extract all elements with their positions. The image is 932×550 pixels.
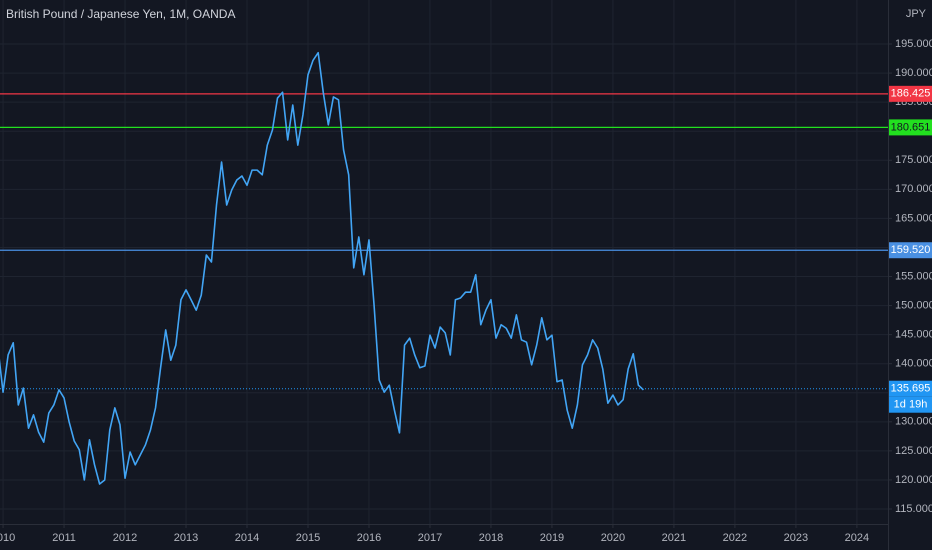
- x-tick-label: 2024: [845, 532, 869, 544]
- x-tick-label: 2019: [540, 532, 564, 544]
- plot-area: [0, 51, 888, 485]
- x-tick-label: 2011: [52, 532, 76, 544]
- axes: 115.000120.000125.000130.000135.000140.0…: [0, 38, 932, 544]
- x-tick-label: 2012: [113, 532, 137, 544]
- level-label: 186.425: [891, 88, 931, 100]
- y-tick-label: 145.000: [895, 329, 932, 341]
- x-tick-label: 2015: [296, 532, 320, 544]
- chart-title: British Pound / Japanese Yen, 1M, OANDA: [6, 7, 235, 21]
- x-tick-label: 2017: [418, 532, 442, 544]
- y-tick-label: 140.000: [895, 358, 932, 370]
- x-tick-label: 2010: [0, 532, 15, 544]
- level-label-box: [889, 119, 932, 136]
- x-tick-label: 2016: [357, 532, 381, 544]
- x-tick-label: 2018: [479, 532, 503, 544]
- y-tick-label: 125.000: [895, 445, 932, 457]
- last-price-box: [889, 380, 932, 397]
- x-tick-label: 2023: [784, 532, 808, 544]
- y-tick-label: 150.000: [895, 299, 932, 311]
- y-tick-label: 170.000: [895, 183, 932, 195]
- last-price-label: 135.695: [891, 383, 931, 395]
- x-tick-label: 2013: [174, 532, 198, 544]
- countdown-label: 1d 19h: [894, 399, 928, 411]
- x-tick-label: 2021: [662, 532, 686, 544]
- level-label: 159.520: [891, 244, 931, 256]
- level-label-box: [889, 85, 932, 102]
- countdown-box: [889, 396, 932, 413]
- price-line: [0, 51, 644, 485]
- currency-label: JPY: [906, 8, 927, 20]
- y-tick-label: 175.000: [895, 154, 932, 166]
- y-tick-label: 190.000: [895, 67, 932, 79]
- level-label: 180.651: [891, 121, 931, 133]
- x-tick-label: 2014: [235, 532, 259, 544]
- y-tick-label: 120.000: [895, 474, 932, 486]
- y-tick-label: 115.000: [895, 503, 932, 515]
- y-tick-label: 155.000: [895, 270, 932, 282]
- x-tick-label: 2022: [723, 532, 747, 544]
- y-tick-label: 165.000: [895, 212, 932, 224]
- grid: [0, 0, 888, 524]
- level-label-box: [889, 242, 932, 259]
- y-tick-label: 130.000: [895, 416, 932, 428]
- x-tick-label: 2020: [601, 532, 625, 544]
- y-tick-label: 195.000: [895, 38, 932, 50]
